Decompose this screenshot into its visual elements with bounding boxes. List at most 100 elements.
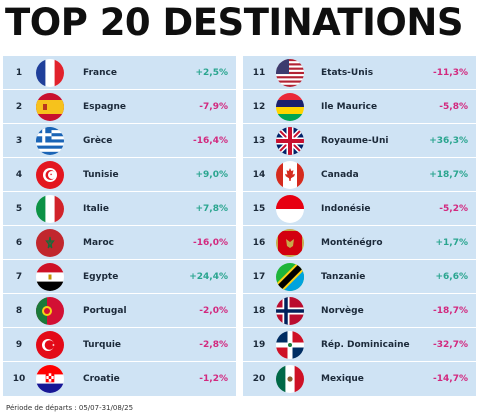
ranking-row: 1 France +2,5%: [3, 56, 236, 90]
rank-number: 2: [15, 102, 23, 112]
rank-number: 19: [252, 340, 266, 350]
greece-flag-icon: [36, 127, 64, 155]
rank-number: 4: [15, 170, 23, 180]
country-name: Turquie: [83, 340, 122, 350]
change-percentage: -2,0%: [199, 306, 228, 316]
ranking-row: 18 Norvège -18,7%: [243, 294, 476, 328]
change-percentage: -16,0%: [193, 238, 228, 248]
change-percentage: -5,2%: [439, 204, 468, 214]
country-name: Croatie: [83, 374, 120, 384]
ranking-row: 12 Ile Maurice -5,8%: [243, 90, 476, 124]
country-name: Ile Maurice: [321, 102, 378, 112]
ranking-row: 7 Egypte +24,4%: [3, 260, 236, 294]
country-name: France: [83, 68, 117, 78]
change-percentage: -5,8%: [439, 102, 468, 112]
ranking-row: 6 Maroc -16,0%: [3, 226, 236, 260]
ranking-row: 15 Indonésie -5,2%: [243, 192, 476, 226]
ranking-column-right: 11 Etats-Unis -11,3% 12 Ile Maurice -5,8% 13 Ro…: [243, 56, 476, 396]
canada-flag-icon: [276, 161, 304, 189]
country-name: Norvège: [321, 306, 364, 316]
ranking-row: 16 Monténégro +1,7%: [243, 226, 476, 260]
rank-number: 9: [15, 340, 23, 350]
ranking-row: 20 Mexique -14,7%: [243, 362, 476, 396]
change-percentage: -2,8%: [199, 340, 228, 350]
mauritius-flag-icon: [276, 93, 304, 121]
country-name: Egypte: [83, 272, 119, 282]
country-name: Italie: [83, 204, 109, 214]
dominican-republic-flag-icon: [276, 331, 304, 359]
rank-number: 6: [15, 238, 23, 248]
rank-number: 18: [252, 306, 266, 316]
country-name: Rép. Dominicaine: [321, 340, 410, 350]
rank-number: 11: [252, 68, 266, 78]
ranking-row: 3 Grèce -16,4%: [3, 124, 236, 158]
spain-flag-icon: [36, 93, 64, 121]
rank-number: 3: [15, 136, 23, 146]
change-percentage: -7,9%: [199, 102, 228, 112]
change-percentage: -32,7%: [433, 340, 468, 350]
ranking-row: 17 Tanzanie +6,6%: [243, 260, 476, 294]
rank-number: 10: [12, 374, 26, 384]
ranking-row: 4 Tunisie +9,0%: [3, 158, 236, 192]
change-percentage: +7,8%: [195, 204, 228, 214]
ranking-row: 14 Canada +18,7%: [243, 158, 476, 192]
norway-flag-icon: [276, 297, 304, 325]
rank-number: 17: [252, 272, 266, 282]
indonesia-flag-icon: [276, 195, 304, 223]
rank-number: 1: [15, 68, 23, 78]
change-percentage: +2,5%: [195, 68, 228, 78]
turkey-flag-icon: [36, 331, 64, 359]
ranking-row: 2 Espagne -7,9%: [3, 90, 236, 124]
rank-number: 12: [252, 102, 266, 112]
rank-number: 20: [252, 374, 266, 384]
footer-note: Période de départs : 05/07-31/08/25: [6, 404, 134, 412]
country-name: Portugal: [83, 306, 127, 316]
ranking-row: 13 Royaume-Uni +36,3%: [243, 124, 476, 158]
mexico-flag-icon: [276, 365, 304, 393]
change-percentage: +6,6%: [435, 272, 468, 282]
rank-number: 7: [15, 272, 23, 282]
ranking-row: 19 Rép. Dominicaine -32,7%: [243, 328, 476, 362]
country-name: Tunisie: [83, 170, 119, 180]
country-name: Monténégro: [321, 238, 383, 248]
ranking-row: 11 Etats-Unis -11,3%: [243, 56, 476, 90]
rank-number: 14: [252, 170, 266, 180]
croatia-flag-icon: [36, 365, 64, 393]
country-name: Royaume-Uni: [321, 136, 389, 146]
ranking-row: 9 Turquie -2,8%: [3, 328, 236, 362]
change-percentage: -11,3%: [433, 68, 468, 78]
change-percentage: +24,4%: [189, 272, 228, 282]
country-name: Indonésie: [321, 204, 371, 214]
country-name: Maroc: [83, 238, 114, 248]
rank-number: 16: [252, 238, 266, 248]
country-name: Grèce: [83, 136, 113, 146]
country-name: Canada: [321, 170, 359, 180]
change-percentage: -16,4%: [193, 136, 228, 146]
rank-number: 13: [252, 136, 266, 146]
change-percentage: -14,7%: [433, 374, 468, 384]
rank-number: 15: [252, 204, 266, 214]
change-percentage: +18,7%: [429, 170, 468, 180]
change-percentage: +36,3%: [429, 136, 468, 146]
country-name: Espagne: [83, 102, 126, 112]
france-flag-icon: [36, 59, 64, 87]
morocco-flag-icon: [36, 229, 64, 257]
montenegro-flag-icon: [276, 229, 304, 257]
ranking-row: 5 Italie +7,8%: [3, 192, 236, 226]
country-name: Etats-Unis: [321, 68, 374, 78]
ranking-row: 10 Croatie -1,2%: [3, 362, 236, 396]
ranking-row: 8 Portugal -2,0%: [3, 294, 236, 328]
tanzania-flag-icon: [276, 263, 304, 291]
rank-number: 8: [15, 306, 23, 316]
country-name: Tanzanie: [321, 272, 366, 282]
country-name: Mexique: [321, 374, 364, 384]
usa-flag-icon: [276, 59, 304, 87]
egypt-flag-icon: [36, 263, 64, 291]
ranking-column-left: 1 France +2,5% 2 Espagne -7,9% 3 Grèce -16,4% 4 Tu…: [3, 56, 236, 396]
change-percentage: -18,7%: [433, 306, 468, 316]
tunisia-flag-icon: [36, 161, 64, 189]
page-title: TOP 20 DESTINATIONS: [5, 1, 464, 44]
change-percentage: +1,7%: [435, 238, 468, 248]
italy-flag-icon: [36, 195, 64, 223]
change-percentage: -1,2%: [199, 374, 228, 384]
